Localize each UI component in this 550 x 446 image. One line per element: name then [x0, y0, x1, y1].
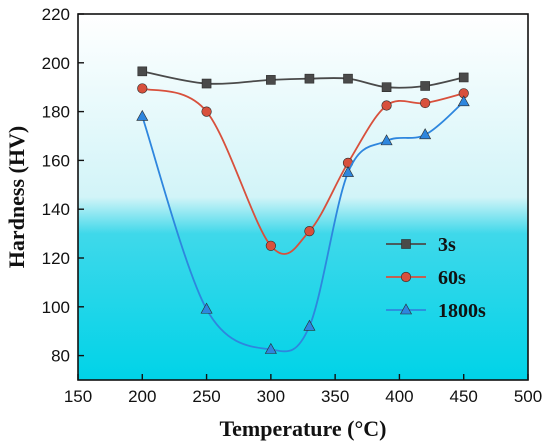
legend-marker-1800s — [399, 303, 413, 315]
ticks-layer: 150 200 250 300 350 400 450 500 80 100 120 140 160 18… — [42, 5, 543, 406]
x-tick-label: 400 — [385, 387, 413, 406]
data-point-1800s — [341, 165, 355, 177]
series-line-1800s — [141, 101, 465, 353]
legend: 3s 60s 1800s — [386, 234, 486, 322]
legend-marker-60s — [400, 271, 412, 283]
data-point-3s — [201, 78, 212, 89]
data-point-3s — [420, 81, 430, 91]
x-axis-title: Temperature (°C) — [219, 416, 386, 441]
data-point-60s — [381, 100, 392, 111]
data-point-60s — [265, 240, 276, 251]
y-tick-label: 160 — [42, 151, 70, 170]
y-tick-label: 100 — [42, 298, 70, 317]
data-point-3s — [458, 72, 469, 83]
data-point-1800s — [136, 109, 149, 121]
y-tick-label: 80 — [51, 347, 70, 366]
data-point-3s — [343, 73, 353, 84]
y-tick-label: 120 — [42, 249, 70, 268]
data-point-1800s — [200, 302, 213, 314]
x-tick-label: 450 — [450, 387, 478, 406]
x-tick-label: 200 — [128, 387, 156, 406]
legend-marker-3s — [401, 239, 411, 249]
legend-label-1800s: 1800s — [438, 300, 486, 322]
data-point-1800s — [457, 95, 470, 107]
legend-label-60s: 60s — [438, 267, 466, 289]
y-tick-label: 180 — [42, 103, 70, 122]
x-tick-label: 350 — [321, 387, 349, 406]
y-tick-label: 140 — [42, 200, 70, 219]
data-point-1800s — [264, 342, 277, 354]
series-line-60s — [141, 87, 464, 255]
data-point-3s — [266, 75, 276, 85]
data-point-60s — [420, 97, 431, 109]
x-tick-label: 150 — [64, 387, 92, 406]
data-point-60s — [201, 106, 212, 117]
data-point-3s — [381, 82, 392, 92]
y-tick-label: 220 — [42, 5, 70, 24]
y-axis-title: Hardness (HV) — [4, 126, 29, 268]
plot-background — [78, 14, 528, 380]
x-tick-label: 300 — [257, 387, 285, 406]
x-tick-label: 250 — [192, 387, 220, 406]
data-point-1800s — [380, 134, 393, 146]
data-point-3s — [137, 66, 148, 77]
legend-label-3s: 3s — [438, 234, 456, 256]
data-point-1800s — [419, 128, 432, 140]
data-point-60s — [304, 226, 315, 237]
data-point-1800s — [303, 319, 316, 331]
data-point-60s — [137, 83, 148, 94]
plot-frame — [77, 13, 529, 381]
data-point-3s — [304, 73, 315, 84]
series-layer — [136, 66, 470, 354]
x-tick-label: 500 — [514, 387, 542, 406]
y-tick-label: 200 — [42, 54, 70, 73]
